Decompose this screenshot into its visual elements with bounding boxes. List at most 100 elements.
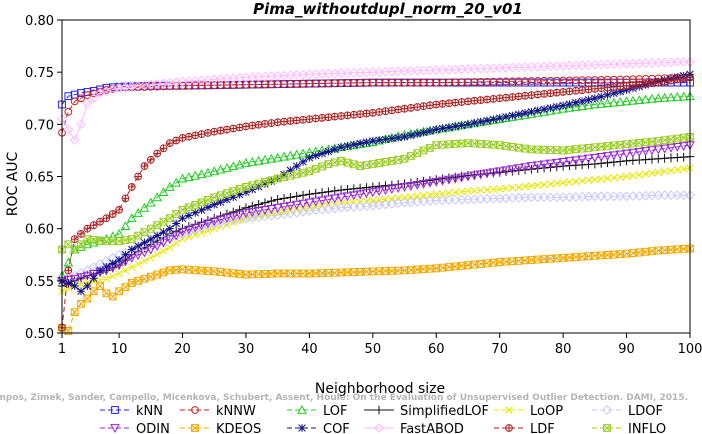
data-point [513,164,524,174]
data-point [330,112,339,121]
data-point [476,186,485,195]
data-point [140,257,149,265]
legend-marker [297,404,307,414]
data-point [299,168,307,177]
legend-marker [374,405,384,415]
legend-label: LDF [530,422,555,434]
data-point [223,195,231,204]
data-point [82,239,93,249]
data-point [184,225,194,235]
data-point [381,135,390,144]
data-point [203,219,213,229]
data-point [654,168,663,177]
data-point [89,287,98,296]
data-point [63,257,74,267]
data-point [64,266,73,275]
data-point [533,90,542,99]
data-point [406,131,415,140]
data-point [445,189,453,197]
chart-title: Pima_withoutdupl_norm_20_v01 [253,0,523,18]
data-point [266,153,277,163]
data-point [393,184,404,194]
data-point [177,227,188,237]
data-point [622,86,631,94]
data-point [678,190,689,201]
data-point [304,198,315,208]
data-point [672,190,683,201]
data-point [622,249,631,258]
data-point [64,240,73,249]
x-tick-label: 100 [678,342,702,357]
data-point [229,187,238,196]
data-point [203,129,212,137]
data-point [659,144,670,154]
data-point [577,101,588,111]
data-point [438,100,447,108]
data-point [324,113,333,122]
data-point [261,120,269,128]
data-point [584,95,593,104]
data-point [343,185,352,194]
data-point [108,210,117,218]
data-point [583,154,594,164]
data-point [82,98,93,109]
data-point [210,224,218,233]
data-point [609,83,618,91]
x-tick-label: 80 [555,342,572,357]
data-point [254,179,263,188]
legend-item-simplifiedlof: SimplifiedLOF [364,404,489,419]
data-point [494,167,505,177]
data-point [209,217,220,227]
data-point [292,116,301,125]
data-point [349,110,358,119]
data-point [305,167,314,176]
data-point [647,146,657,156]
data-point [437,176,448,186]
data-point [508,184,517,192]
data-point [464,120,472,129]
data-point [77,240,85,249]
data-point [432,190,441,198]
data-point [438,189,447,198]
data-point [597,92,606,101]
data-point [418,179,429,189]
data-point [432,264,441,273]
data-point [159,228,168,237]
data-point [635,139,644,147]
data-point [615,150,626,160]
data-point [172,239,180,248]
data-point [337,112,346,120]
data-point [343,142,352,150]
data-point [115,256,123,264]
data-point [272,152,283,162]
data-point [342,192,353,202]
data-point [77,299,85,308]
data-point [190,223,201,233]
data-point [602,98,613,108]
data-point [362,183,371,192]
data-point [507,165,518,175]
data-point [140,274,149,283]
data-point [133,207,143,217]
data-point [355,190,365,200]
data-point [451,122,460,131]
data-point [559,101,568,110]
data-point [609,97,619,107]
data-point [629,139,637,148]
data-point [146,155,155,164]
data-point [577,155,588,165]
data-point [215,215,226,225]
data-point [317,188,327,197]
data-point [127,183,136,191]
data-point [381,195,390,203]
data-point [285,192,295,202]
data-point [128,263,136,272]
data-point [228,212,239,222]
data-point [476,96,485,104]
data-point [445,99,453,108]
data-point [488,168,499,178]
legend-item-loop: LoOP [494,404,563,419]
data-point [223,125,231,134]
data-point [324,147,333,156]
data-point [419,191,428,200]
